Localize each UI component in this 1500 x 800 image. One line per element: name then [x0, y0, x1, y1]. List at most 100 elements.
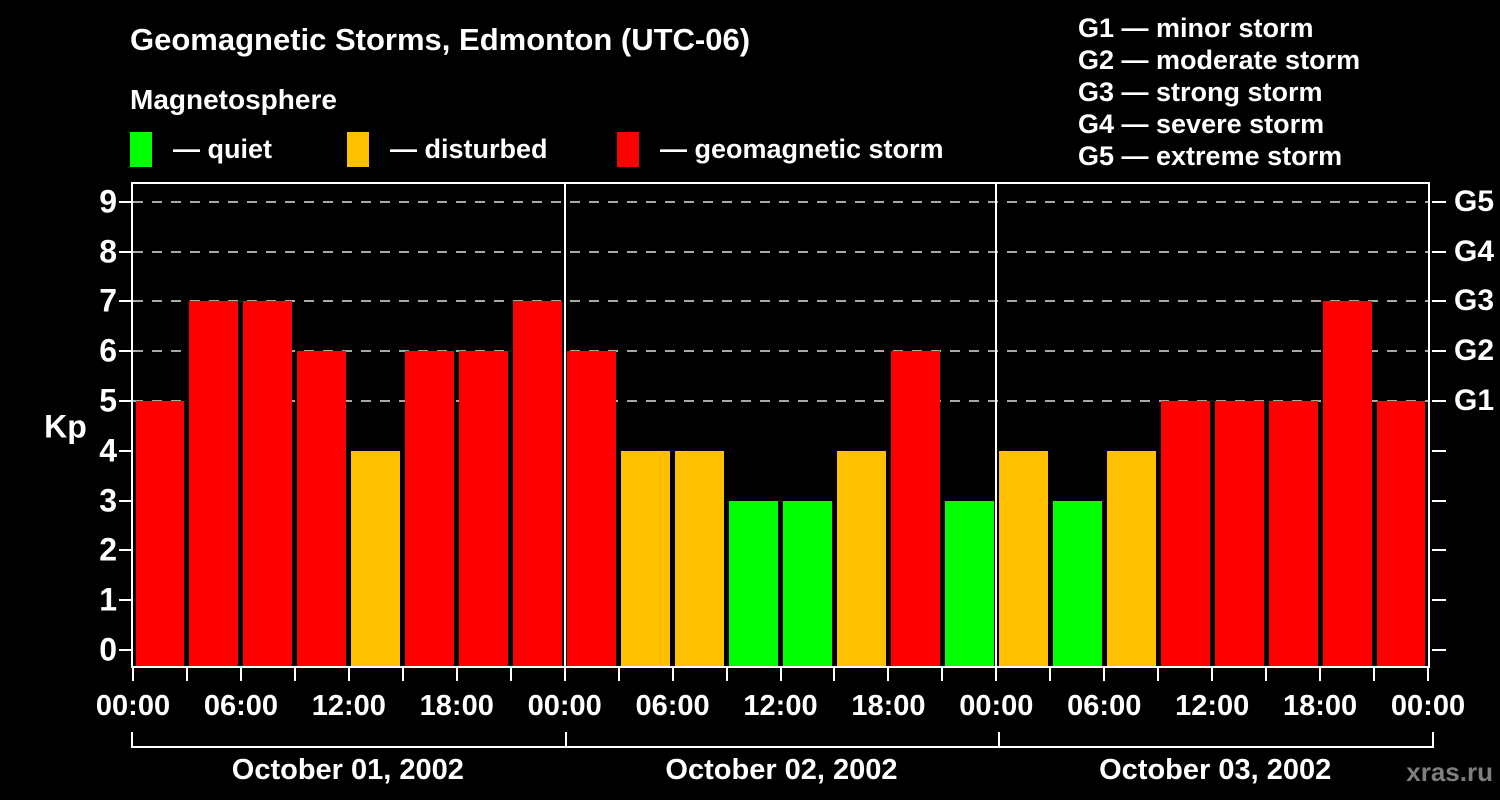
- x-tick: [185, 668, 188, 681]
- status-legend-item-storm: — geomagnetic storm: [617, 132, 944, 167]
- x-tick-label: 18:00: [419, 690, 494, 722]
- kp-bar: [1052, 500, 1102, 666]
- disturbed-swatch: [347, 132, 369, 167]
- kp-bar: [135, 401, 185, 666]
- x-tick-label: 18:00: [851, 690, 926, 722]
- status-legend-item-disturbed: — disturbed: [347, 132, 548, 167]
- date-bracket-tick: [1432, 732, 1434, 748]
- y-tick-right: [1432, 350, 1446, 353]
- x-tick-label: 12:00: [1175, 690, 1250, 722]
- g-legend-line-g4: G4 — severe storm: [1078, 109, 1325, 139]
- x-tick: [347, 668, 350, 681]
- plot-area: [131, 182, 1430, 668]
- g-level-label-g5: G5: [1454, 184, 1495, 218]
- x-tick: [563, 668, 566, 681]
- kp-bar: [998, 450, 1048, 666]
- y-tick-right: [1432, 250, 1446, 253]
- status-legend-label: — disturbed: [390, 134, 548, 164]
- x-tick-label: 00:00: [527, 690, 602, 722]
- status-legend-label: — geomagnetic storm: [660, 134, 944, 164]
- y-tick-right: [1432, 649, 1446, 651]
- kp-bar: [783, 500, 832, 666]
- gridline-kp9: [133, 200, 1428, 203]
- gridline-kp6: [133, 350, 1428, 353]
- chart-subtitle: Magnetosphere: [130, 84, 337, 115]
- x-tick-label: 12:00: [743, 690, 818, 722]
- g-legend-line-g2: G2 — moderate storm: [1078, 45, 1361, 75]
- y-tick-label: 3: [99, 482, 117, 519]
- y-tick-left: [119, 200, 131, 203]
- kp-bar: [890, 351, 940, 666]
- y-tick-label: 0: [99, 631, 117, 668]
- x-tick: [401, 668, 404, 681]
- x-tick: [1265, 668, 1268, 681]
- y-tick-label: 5: [99, 382, 117, 419]
- kp-bar: [513, 301, 563, 666]
- y-tick-left: [119, 649, 131, 651]
- x-tick-label: 06:00: [1067, 690, 1142, 722]
- chart-title: Geomagnetic Storms, Edmonton (UTC-06): [130, 22, 751, 57]
- x-tick: [239, 668, 242, 681]
- y-tick-right: [1432, 300, 1446, 303]
- x-tick-label: 00:00: [95, 690, 171, 722]
- y-tick-left: [119, 549, 131, 552]
- kp-bar: [1322, 301, 1372, 666]
- day-divider: [995, 184, 998, 666]
- y-tick-right: [1432, 449, 1446, 452]
- x-tick: [833, 668, 836, 681]
- x-tick: [725, 668, 728, 681]
- g-level-label-g1: G1: [1454, 384, 1495, 417]
- date-label: October 01, 2002: [231, 754, 464, 786]
- kp-bar: [675, 450, 725, 666]
- g-legend-line-g3: G3 — strong storm: [1078, 77, 1323, 107]
- day-divider: [563, 184, 566, 666]
- y-tick-right: [1432, 400, 1446, 402]
- y-tick-left: [119, 350, 131, 353]
- g-level-label-g4: G4: [1454, 234, 1495, 268]
- gridline-kp8: [133, 250, 1428, 253]
- x-tick: [1157, 668, 1160, 681]
- y-tick-left: [119, 250, 131, 253]
- x-tick-label: 06:00: [203, 690, 278, 722]
- x-tick: [941, 668, 944, 681]
- date-bracket-tick: [998, 732, 1001, 748]
- quiet-swatch: [130, 132, 152, 167]
- y-tick-label: 9: [99, 183, 117, 220]
- y-tick-label: 8: [99, 233, 117, 270]
- x-tick: [1427, 668, 1429, 681]
- y-axis-label: Kp: [44, 408, 87, 445]
- kp-bar: [729, 500, 778, 666]
- y-tick-right: [1432, 200, 1446, 203]
- y-tick-label: 4: [99, 432, 117, 469]
- x-tick: [617, 668, 620, 681]
- kp-bar: [944, 500, 994, 666]
- date-bracket-tick: [131, 732, 133, 748]
- y-tick-right: [1432, 499, 1446, 502]
- kp-bar: [836, 450, 886, 666]
- x-tick-label: 12:00: [311, 690, 386, 722]
- y-tick-left: [119, 599, 131, 602]
- y-tick-label: 1: [99, 581, 117, 618]
- y-tick-right: [1432, 549, 1446, 552]
- y-tick-label: 2: [99, 531, 117, 568]
- x-tick: [293, 668, 296, 681]
- kp-bar: [297, 351, 347, 666]
- date-label: October 03, 2002: [1099, 754, 1332, 786]
- kp-bar: [1214, 401, 1264, 666]
- y-tick-left: [119, 499, 131, 502]
- x-tick: [1211, 668, 1214, 681]
- x-tick-label: 18:00: [1282, 690, 1358, 722]
- gridline-kp5: [133, 400, 1428, 402]
- x-tick-label: 06:00: [635, 690, 710, 722]
- storm-swatch: [617, 132, 639, 167]
- x-tick: [887, 668, 890, 681]
- date-bracket-tick: [564, 732, 567, 748]
- x-tick: [455, 668, 458, 681]
- kp-bar: [621, 450, 671, 666]
- g-legend-line-g5: G5 — extreme storm: [1078, 141, 1343, 171]
- kp-bar: [459, 351, 509, 666]
- x-tick: [671, 668, 674, 681]
- gridline-kp7: [133, 300, 1428, 303]
- status-legend-item-quiet: — quiet: [130, 132, 272, 167]
